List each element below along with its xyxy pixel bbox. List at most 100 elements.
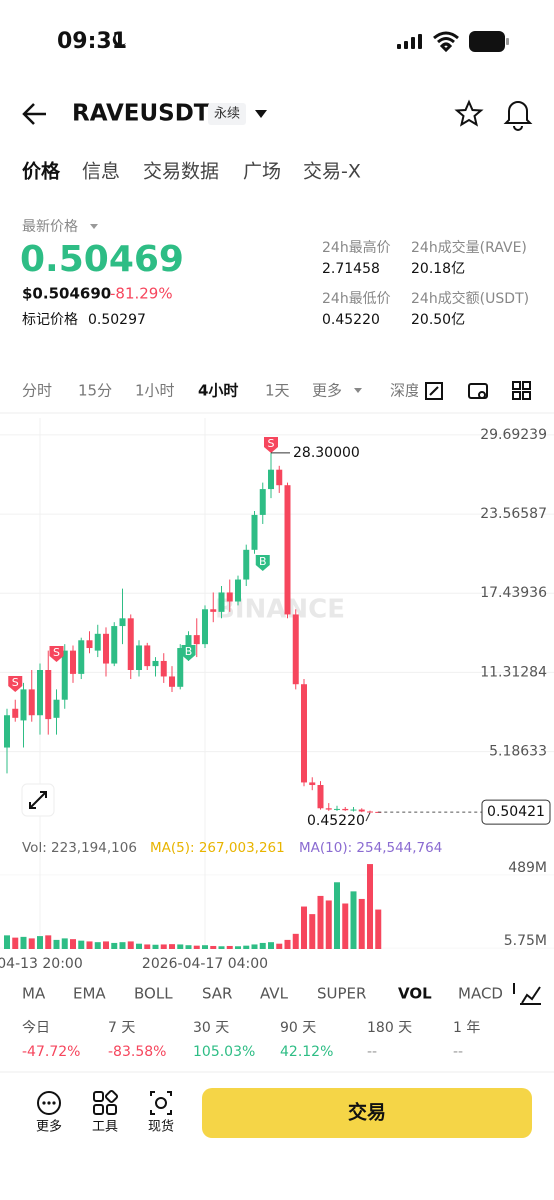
ma10-legend: MA(10): 254,544,764	[299, 840, 442, 856]
interval-tab[interactable]: 4小时	[198, 382, 238, 400]
candle-body	[251, 514, 258, 550]
volume-bar	[119, 942, 126, 949]
trade-marker	[49, 646, 64, 662]
toolbar-icons[interactable]	[425, 381, 531, 400]
volume-bar	[317, 895, 324, 949]
candle-body	[334, 808, 340, 810]
battery-icon	[469, 31, 505, 52]
tab[interactable]: 广场	[243, 161, 281, 183]
tab[interactable]: 价格	[22, 160, 61, 183]
volume-bar	[334, 882, 340, 949]
volume-bar	[251, 944, 258, 949]
tab[interactable]: 交易数据	[143, 161, 219, 183]
tab[interactable]: 信息	[82, 161, 120, 183]
indicator-tab[interactable]: AVL	[260, 985, 289, 1003]
stat-label: 24h最低价	[322, 291, 391, 307]
volume-bar	[53, 939, 60, 949]
y-tick-label: 29.69239	[480, 427, 547, 443]
trade-marker	[181, 645, 196, 661]
annotation-line	[365, 812, 371, 822]
interval-tab[interactable]: 更多	[312, 382, 342, 400]
indicator-tab[interactable]: SAR	[202, 985, 232, 1003]
wifi-icon	[433, 31, 459, 53]
interval-tab[interactable]: 1天	[265, 382, 290, 400]
candle-body	[292, 614, 299, 685]
volume-bar	[276, 943, 283, 949]
volume-bar	[342, 903, 349, 949]
volume-bar	[202, 945, 208, 949]
alert-button[interactable]	[503, 101, 533, 131]
candle-body	[193, 635, 200, 645]
candle-body	[317, 785, 324, 809]
expand-button[interactable]	[21, 783, 55, 817]
indicator-tab[interactable]: BOLL	[134, 985, 173, 1003]
chart-settings-icon[interactable]	[513, 983, 541, 1005]
bottom-button[interactable]: 工具	[92, 1120, 118, 1135]
volume-bar	[193, 945, 200, 949]
trade-button[interactable]	[202, 1088, 532, 1138]
interval-tab[interactable]: 深度	[390, 382, 420, 400]
candle-body	[169, 676, 175, 687]
candle-body	[37, 670, 43, 716]
price-dropdown	[90, 224, 98, 229]
trade-marker-label: B	[259, 555, 267, 568]
candle-body	[45, 670, 52, 720]
bottom-button[interactable]: 更多	[36, 1119, 62, 1135]
usd-price: $0.504690	[22, 285, 111, 303]
indicator-tab[interactable]: EMA	[73, 985, 106, 1003]
volume-bar	[284, 939, 291, 949]
volume-bar	[152, 944, 159, 949]
trade-marker-label: S	[53, 646, 60, 659]
candle-body	[210, 609, 217, 612]
volume-bar	[78, 940, 85, 949]
trade-marker-label: S	[12, 676, 19, 689]
candle-body	[325, 808, 332, 810]
back-button[interactable]	[22, 103, 46, 125]
indicator-tab[interactable]: MA	[22, 985, 46, 1003]
favorite-button[interactable]	[454, 99, 484, 127]
bottom-icons[interactable]	[37, 1089, 172, 1115]
period-label: 30 天	[193, 1020, 229, 1036]
dropdown-icon[interactable]	[255, 110, 267, 118]
indicator-tab[interactable]: VOL	[398, 985, 432, 1003]
candle-body	[218, 592, 225, 612]
y2-tick-label: 489M	[508, 860, 547, 876]
bottom-button[interactable]: 现货	[148, 1119, 174, 1135]
battery-tip	[506, 38, 509, 45]
candle-body	[276, 469, 283, 486]
candle-body	[61, 650, 68, 700]
candle-body	[259, 489, 266, 515]
trade-marker-label: S	[268, 437, 275, 450]
indicator-tab[interactable]: MACD	[458, 985, 503, 1003]
moon-icon	[112, 33, 126, 47]
volume-bar	[185, 945, 192, 949]
badge: 永续	[214, 107, 240, 122]
badge-bg	[208, 103, 246, 125]
y-tick-label: 17.43936	[480, 585, 547, 601]
candle-body	[358, 809, 365, 812]
candle-body	[202, 609, 208, 645]
price-label: 最新价格	[22, 219, 78, 235]
indicator-tab[interactable]: SUPER	[317, 985, 366, 1003]
volume-bar	[309, 914, 316, 949]
y-tick-label: 5.18633	[489, 744, 547, 760]
interval-tab[interactable]: 1小时	[135, 382, 175, 400]
candle-body	[12, 708, 19, 718]
period-change: -83.58%	[108, 1044, 166, 1060]
interval-tab[interactable]: 分时	[22, 382, 52, 400]
candle-body	[235, 579, 241, 602]
interval-tab[interactable]: 15分	[78, 382, 112, 400]
candle-body	[350, 809, 357, 811]
candle-body	[226, 592, 233, 602]
volume-bar	[160, 944, 167, 949]
tab[interactable]: 交易-X	[303, 161, 361, 183]
candle-body	[94, 633, 101, 651]
candle-body	[86, 640, 93, 649]
candle-body	[185, 635, 192, 649]
volume-bar	[325, 900, 332, 949]
trade-button-label[interactable]: 交易	[348, 1101, 386, 1124]
candle-body	[342, 808, 349, 811]
volume-bar	[20, 936, 27, 949]
